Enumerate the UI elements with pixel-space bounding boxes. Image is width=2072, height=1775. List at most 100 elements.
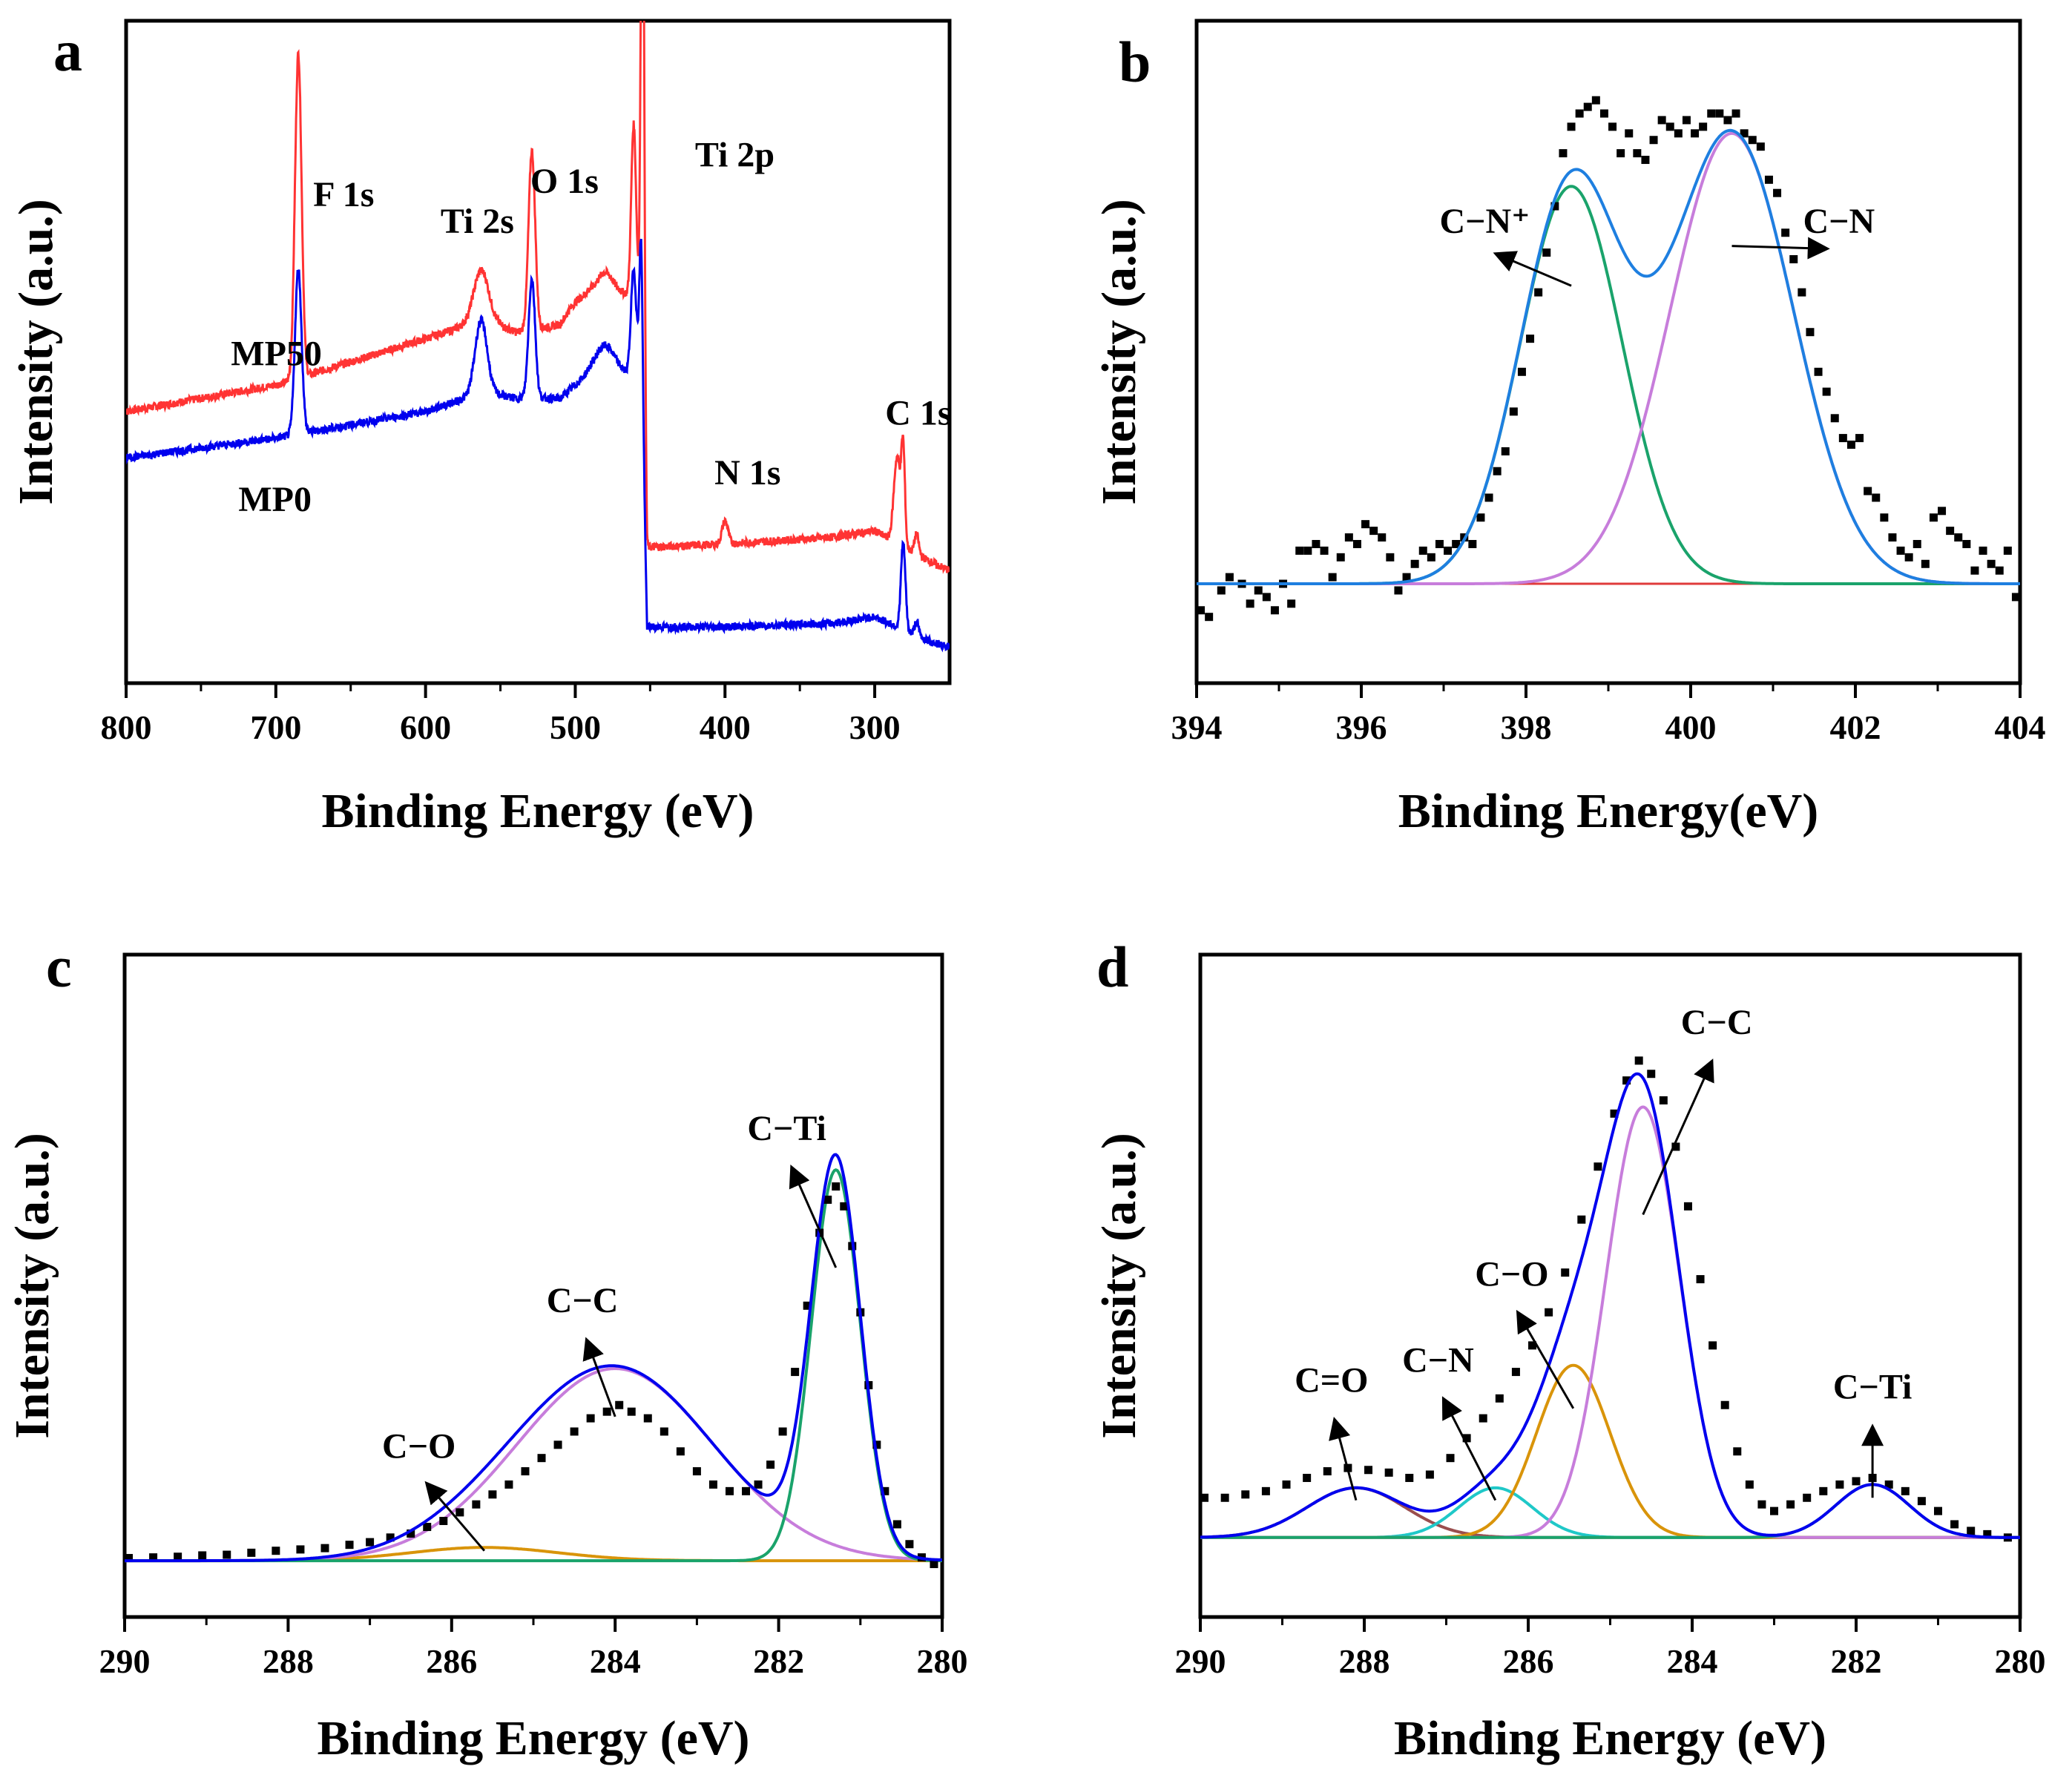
data-point xyxy=(366,1538,375,1547)
annotation-arrow xyxy=(1493,251,1572,287)
data-point xyxy=(1262,593,1271,602)
data-point xyxy=(1987,559,1996,568)
data-point xyxy=(1261,1486,1270,1495)
x-tick-label: 400 xyxy=(700,708,751,746)
x-tick-label: 282 xyxy=(1831,1642,1882,1680)
data-point xyxy=(1220,1493,1229,1502)
data-point xyxy=(1270,606,1279,615)
data-point xyxy=(1852,1477,1861,1486)
peak-label: N 1s xyxy=(714,453,780,493)
data-point xyxy=(386,1533,395,1542)
data-point xyxy=(1246,599,1254,608)
data-point xyxy=(1938,507,1947,516)
data-point xyxy=(1205,613,1214,622)
data-point xyxy=(1561,1268,1570,1277)
x-tick-label: 280 xyxy=(917,1642,968,1680)
data-point xyxy=(1559,149,1568,158)
panel-letter-b: b xyxy=(1119,30,1151,94)
data-point xyxy=(1394,586,1403,595)
data-point xyxy=(1723,116,1732,125)
data-point xyxy=(905,1540,914,1549)
data-point xyxy=(1336,553,1345,562)
data-point xyxy=(1715,109,1724,118)
annotation-arrow xyxy=(582,1337,616,1417)
data-point xyxy=(1995,566,2004,575)
data-point xyxy=(149,1553,158,1562)
data-point xyxy=(823,1195,832,1204)
data-point xyxy=(1979,546,1987,555)
data-point xyxy=(488,1490,497,1499)
envelope-curve xyxy=(1200,1072,2020,1539)
data-point xyxy=(1402,573,1411,582)
data-point xyxy=(2003,546,2012,555)
data-point xyxy=(1913,539,1921,548)
data-point xyxy=(1946,527,1955,536)
x-tick-label: 288 xyxy=(1339,1642,1390,1680)
data-point xyxy=(725,1486,734,1495)
data-point xyxy=(1312,539,1321,548)
data-point xyxy=(125,1554,134,1563)
data-point xyxy=(1583,102,1592,111)
data-point xyxy=(1696,1275,1705,1284)
x-tick-label: 288 xyxy=(263,1642,314,1680)
x-tick-label: 286 xyxy=(1503,1642,1554,1680)
data-point xyxy=(1786,1500,1795,1509)
peak-label: Ti 2p xyxy=(695,135,774,174)
y-axis-label: Intensity (a.u.) xyxy=(5,1133,59,1439)
series-label: MP50 xyxy=(231,334,322,373)
series-line-MP50 xyxy=(126,21,950,574)
data-point xyxy=(1254,586,1263,595)
x-tick-label: 700 xyxy=(250,708,301,746)
peak-label: F 1s xyxy=(313,175,374,214)
data-point xyxy=(1659,1096,1668,1104)
data-point xyxy=(1745,1480,1754,1489)
data-point xyxy=(1962,539,1971,548)
data-point xyxy=(660,1427,668,1436)
data-point xyxy=(1798,288,1806,297)
data-point xyxy=(570,1427,579,1436)
data-point xyxy=(1361,520,1370,529)
annotation-arrow xyxy=(1731,237,1830,260)
data-point xyxy=(1929,513,1938,522)
data-point xyxy=(692,1467,701,1476)
data-point xyxy=(1545,1308,1553,1317)
data-point xyxy=(1855,434,1864,443)
data-point xyxy=(1699,122,1708,131)
annotation-arrow xyxy=(1516,1309,1575,1409)
x-tick-label: 800 xyxy=(101,708,152,746)
series-label: MP0 xyxy=(238,480,312,519)
data-point xyxy=(1835,1480,1844,1489)
plot-area xyxy=(125,1153,942,1569)
data-point xyxy=(1683,1202,1692,1211)
data-point xyxy=(407,1529,415,1538)
data-point xyxy=(272,1547,280,1555)
x-axis-label: Binding Energy (eV) xyxy=(317,1711,749,1765)
panel-c: 290 288 286 284 282 280 Binding Energy (eV) Int… xyxy=(5,935,968,1765)
data-point xyxy=(1657,116,1666,125)
annotation-arrow xyxy=(424,1481,486,1552)
data-point xyxy=(1806,328,1815,337)
data-point xyxy=(1517,367,1526,376)
panel-a: 800 700 600 500 400 300 Binding Energy (eV) Int… xyxy=(9,19,952,838)
data-point xyxy=(553,1440,562,1449)
data-point xyxy=(2011,593,2020,602)
peak-label: C−N⁺ xyxy=(1439,202,1530,241)
data-point xyxy=(1378,533,1387,542)
data-point xyxy=(1344,533,1353,542)
x-axis-label: Binding Energy (eV) xyxy=(321,784,754,838)
data-point xyxy=(803,1301,812,1310)
data-point xyxy=(1328,573,1337,582)
data-point xyxy=(537,1454,546,1463)
data-point xyxy=(1384,1468,1393,1477)
x-tick-label: 284 xyxy=(590,1642,641,1680)
annotation-arrow xyxy=(789,1165,838,1268)
annotation-arrow xyxy=(1642,1058,1714,1216)
x-tick-label: 402 xyxy=(1830,708,1881,746)
component-curve-3 xyxy=(1200,1105,2020,1539)
plot-frame xyxy=(124,19,952,685)
data-point xyxy=(1934,1506,1942,1515)
data-point xyxy=(778,1427,787,1436)
data-point xyxy=(1534,288,1543,297)
plot-frame xyxy=(122,952,944,1619)
data-point xyxy=(1789,254,1798,263)
